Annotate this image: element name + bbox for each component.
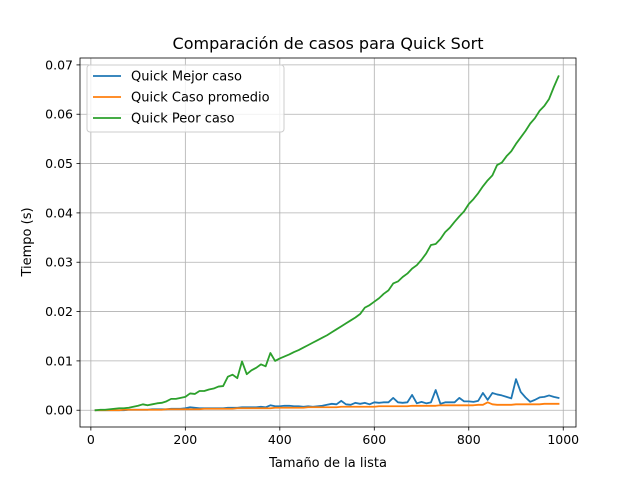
legend-label-0: Quick Mejor caso bbox=[131, 70, 242, 85]
y-tick-label: 0.02 bbox=[45, 304, 73, 319]
series-line-2 bbox=[94, 75, 560, 412]
x-tick-label: 0 bbox=[87, 432, 95, 447]
y-tick-label: 0.03 bbox=[45, 255, 73, 270]
legend-label-1: Quick Caso promedio bbox=[131, 91, 270, 106]
series-line-1 bbox=[94, 401, 560, 412]
x-tick-label: 400 bbox=[268, 432, 292, 447]
x-axis-label: Tamaño de la lista bbox=[268, 456, 387, 471]
x-tick-label: 1000 bbox=[547, 432, 579, 447]
x-tick-label: 600 bbox=[362, 432, 386, 447]
y-tick-label: 0.05 bbox=[45, 156, 73, 171]
legend-label-2: Quick Peor caso bbox=[131, 112, 235, 127]
legend-box bbox=[86, 64, 285, 133]
y-tick-label: 0.01 bbox=[45, 353, 73, 368]
y-axis-label: Tiempo (s) bbox=[20, 207, 35, 277]
y-tick-label: 0.06 bbox=[45, 107, 73, 122]
x-tick-label: 800 bbox=[457, 432, 481, 447]
y-axis-ticks: 0.00 0.01 0.02 0.03 0.04 0.05 0.06 0.07 bbox=[45, 57, 80, 418]
y-tick-label: 0.00 bbox=[45, 403, 73, 418]
legend: Quick Mejor caso Quick Caso promedio Quick… bbox=[86, 64, 285, 133]
plot-frame bbox=[79, 57, 577, 428]
y-tick-label: 0.04 bbox=[45, 205, 73, 220]
chart-title: Comparación de casos para Quick Sort bbox=[173, 34, 484, 53]
x-axis-ticks: 0 200 400 600 800 1000 bbox=[87, 427, 579, 447]
series-lines bbox=[94, 75, 560, 412]
y-tick-label: 0.07 bbox=[45, 57, 73, 72]
x-tick-label: 200 bbox=[173, 432, 197, 447]
